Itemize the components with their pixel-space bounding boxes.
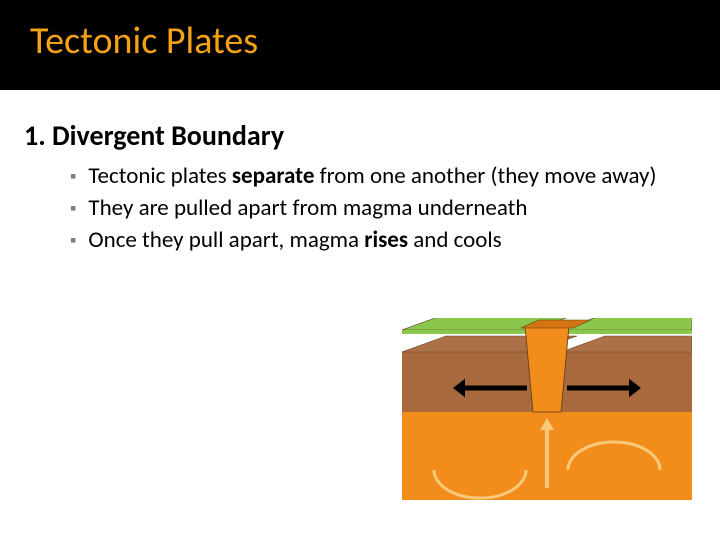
bullet-text: Once they pull apart, magma rises and co… (88, 225, 501, 255)
title-bar: Tectonic Plates (0, 0, 720, 90)
list-item: ▪ They are pulled apart from magma under… (70, 193, 690, 223)
bullet-icon: ▪ (70, 193, 76, 223)
bullet-text: Tectonic plates separate from one anothe… (88, 161, 656, 191)
list-item: ▪ Tectonic plates separate from one anot… (70, 161, 690, 191)
divergent-boundary-diagram (402, 318, 692, 508)
bullet-icon: ▪ (70, 225, 76, 255)
bullet-list: ▪ Tectonic plates separate from one anot… (0, 161, 720, 255)
bullet-icon: ▪ (70, 161, 76, 191)
slide-heading: 1. Divergent Boundary (0, 90, 720, 161)
slide-title: Tectonic Plates (30, 18, 720, 64)
bullet-text: They are pulled apart from magma underne… (88, 193, 527, 223)
list-item: ▪ Once they pull apart, magma rises and … (70, 225, 690, 255)
